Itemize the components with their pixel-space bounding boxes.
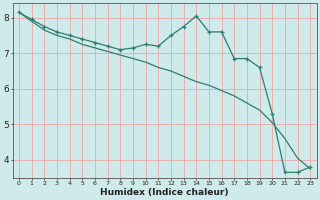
X-axis label: Humidex (Indice chaleur): Humidex (Indice chaleur)	[100, 188, 229, 197]
